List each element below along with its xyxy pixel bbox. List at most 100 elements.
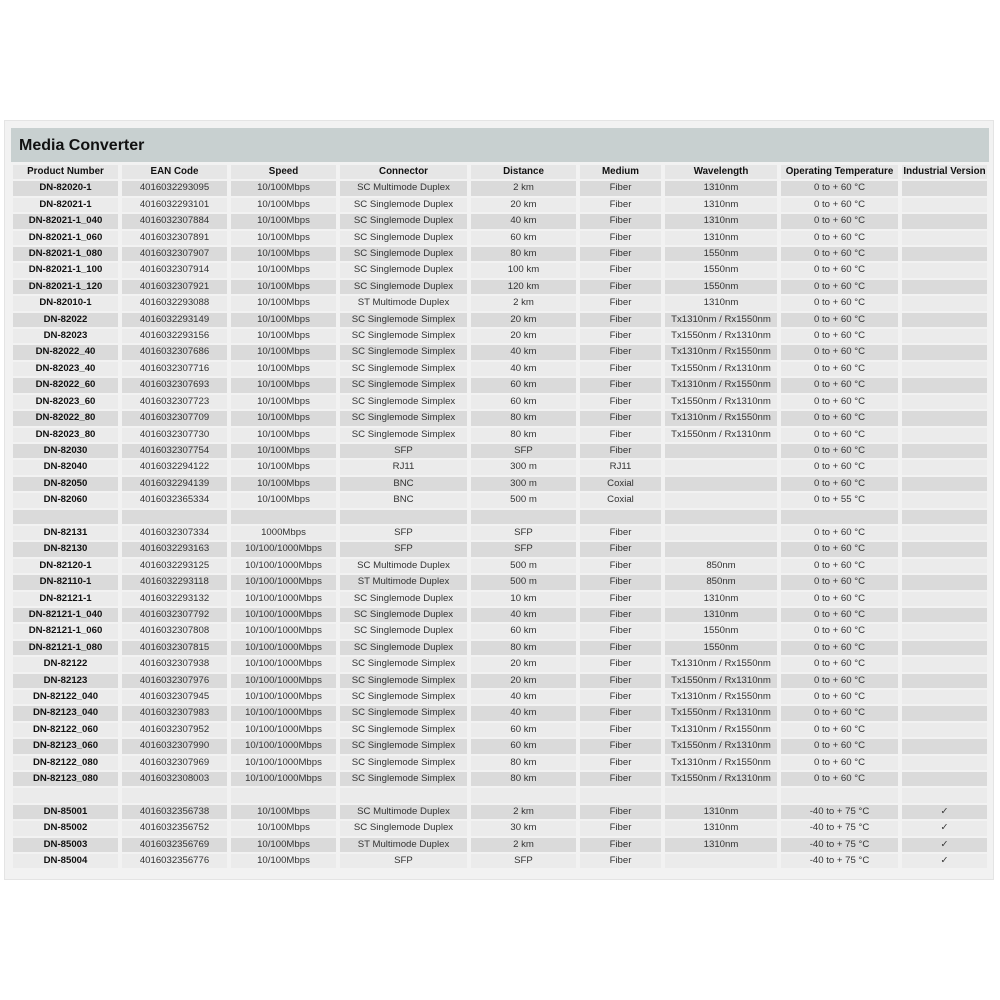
cell-product-number: DN-82021-1_080 (13, 247, 118, 262)
cell-industrial-version (902, 197, 987, 213)
cell-product-number: DN-82040 (13, 460, 118, 475)
cell-operating-temperature: 0 to + 60 °C (781, 689, 898, 705)
table-row: DN-82123_080 4016032308003 10/100/1000Mbps… (13, 772, 987, 787)
cell-connector: BNC (340, 493, 467, 508)
cell-product-number: DN-82021-1_120 (13, 279, 118, 295)
cell-product-number: DN-82122 (13, 657, 118, 672)
cell-ean-code (122, 788, 227, 803)
cell-industrial-version (902, 279, 987, 295)
cell-wavelength: Tx1550nm / Rx1310nm (665, 706, 777, 721)
cell-operating-temperature: -40 to + 75 °C (781, 821, 898, 836)
cell-distance: 2 km (471, 181, 576, 196)
cell-industrial-version (902, 345, 987, 360)
cell-operating-temperature: 0 to + 60 °C (781, 673, 898, 688)
cell-speed: 10/100Mbps (231, 312, 336, 328)
cell-medium: Fiber (580, 361, 661, 377)
cell-speed: 10/100Mbps (231, 378, 336, 393)
cell-distance (471, 509, 576, 524)
cell-distance: 40 km (471, 689, 576, 705)
table-row: DN-82121-1_040 4016032307792 10/100/1000Mb… (13, 607, 987, 623)
cell-operating-temperature: 0 to + 60 °C (781, 263, 898, 278)
cell-product-number: DN-82021-1_060 (13, 230, 118, 246)
cell-wavelength: 1310nm (665, 607, 777, 623)
cell-ean-code: 4016032294122 (122, 460, 227, 475)
cell-wavelength: 1310nm (665, 804, 777, 820)
cell-ean-code: 4016032293149 (122, 312, 227, 328)
cell-wavelength: 1310nm (665, 214, 777, 229)
cell-product-number: DN-82023_60 (13, 394, 118, 410)
cell-ean-code: 4016032307921 (122, 279, 227, 295)
cell-connector: SC Singlemode Duplex (340, 591, 467, 606)
cell-medium: Fiber (580, 427, 661, 442)
cell-wavelength: 850nm (665, 575, 777, 590)
cell-product-number: DN-82123_060 (13, 739, 118, 754)
table-row: DN-82022_60 4016032307693 10/100Mbps SC Sin… (13, 378, 987, 393)
cell-wavelength: Tx1310nm / Rx1550nm (665, 378, 777, 393)
cell-speed: 10/100/1000Mbps (231, 772, 336, 787)
cell-wavelength: 1550nm (665, 640, 777, 656)
cell-distance: 80 km (471, 411, 576, 426)
cell-speed: 10/100/1000Mbps (231, 607, 336, 623)
cell-ean-code: 4016032307815 (122, 640, 227, 656)
cell-connector: SC Singlemode Simplex (340, 657, 467, 672)
table-row: DN-82122_060 4016032307952 10/100/1000Mbps… (13, 722, 987, 738)
cell-distance: 40 km (471, 345, 576, 360)
cell-distance: 60 km (471, 739, 576, 754)
table-row: DN-82021-1_040 4016032307884 10/100Mbps SC … (13, 214, 987, 229)
cell-wavelength: 1310nm (665, 197, 777, 213)
table-row: DN-82130 4016032293163 10/100/1000Mbps SFP S… (13, 542, 987, 557)
cell-industrial-version (902, 591, 987, 606)
cell-ean-code: 4016032307693 (122, 378, 227, 393)
cell-product-number: DN-82022_80 (13, 411, 118, 426)
media-converter-table: Product Number EAN Code Speed Connector Dist… (9, 163, 991, 870)
cell-connector: SC Singlemode Simplex (340, 394, 467, 410)
table-row: DN-82021-1_120 4016032307921 10/100Mbps SC … (13, 279, 987, 295)
cell-distance: 60 km (471, 230, 576, 246)
cell-distance: 10 km (471, 591, 576, 606)
cell-distance: 20 km (471, 197, 576, 213)
cell-product-number: DN-82050 (13, 476, 118, 492)
cell-ean-code: 4016032307730 (122, 427, 227, 442)
cell-industrial-version (902, 361, 987, 377)
cell-connector: SFP (340, 443, 467, 459)
table-row: DN-82021-1_100 4016032307914 10/100Mbps SC … (13, 263, 987, 278)
cell-distance: 500 m (471, 558, 576, 574)
cell-wavelength: Tx1310nm / Rx1550nm (665, 722, 777, 738)
cell-speed: 10/100/1000Mbps (231, 591, 336, 606)
cell-distance: 80 km (471, 247, 576, 262)
cell-connector: RJ11 (340, 460, 467, 475)
cell-wavelength: 1310nm (665, 837, 777, 853)
cell-speed: 10/100/1000Mbps (231, 673, 336, 688)
cell-industrial-version (902, 329, 987, 344)
cell-product-number: DN-82130 (13, 542, 118, 557)
cell-wavelength: 1550nm (665, 624, 777, 639)
cell-operating-temperature: 0 to + 60 °C (781, 624, 898, 639)
cell-industrial-version (902, 247, 987, 262)
cell-industrial-version (902, 460, 987, 475)
cell-industrial-version (902, 181, 987, 196)
cell-distance: 80 km (471, 427, 576, 442)
cell-medium: Fiber (580, 345, 661, 360)
cell-distance: 40 km (471, 706, 576, 721)
cell-connector (340, 788, 467, 803)
cell-speed: 10/100/1000Mbps (231, 558, 336, 574)
cell-medium: Fiber (580, 411, 661, 426)
cell-operating-temperature: 0 to + 55 °C (781, 493, 898, 508)
cell-speed: 10/100Mbps (231, 460, 336, 475)
cell-product-number (13, 509, 118, 524)
cell-distance (471, 788, 576, 803)
cell-medium: Fiber (580, 854, 661, 869)
cell-operating-temperature: -40 to + 75 °C (781, 854, 898, 869)
column-header-ean-code: EAN Code (122, 165, 227, 180)
cell-distance: 2 km (471, 837, 576, 853)
cell-product-number: DN-85002 (13, 821, 118, 836)
column-header-wavelength: Wavelength (665, 165, 777, 180)
cell-medium: RJ11 (580, 460, 661, 475)
cell-operating-temperature: 0 to + 60 °C (781, 361, 898, 377)
cell-industrial-version (902, 739, 987, 754)
cell-ean-code: 4016032293163 (122, 542, 227, 557)
cell-industrial-version (902, 525, 987, 541)
cell-product-number: DN-82021-1_100 (13, 263, 118, 278)
checkmark-icon: ✓ (902, 837, 987, 853)
cell-distance: 20 km (471, 673, 576, 688)
